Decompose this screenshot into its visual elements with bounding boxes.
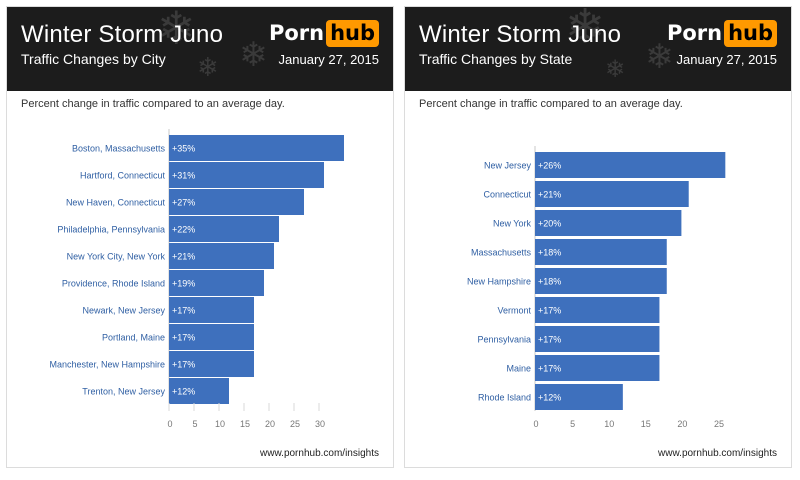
logo-text-right: hub <box>724 19 777 47</box>
bar <box>535 355 660 381</box>
state-bar-chart: New Jersey +26% Connecticut +21% New York +20… <box>467 146 726 429</box>
logo-text-left: Porn <box>666 21 723 45</box>
x-tick-label: 10 <box>215 419 225 429</box>
category-label: Maine <box>506 364 531 374</box>
data-label: +12% <box>172 387 195 397</box>
data-label: +18% <box>538 277 561 287</box>
data-label: +27% <box>172 198 195 208</box>
city-bar-chart: Boston, Massachusetts +35% Hartford, Conne… <box>49 129 344 429</box>
category-label: Philadelphia, Pennsylvania <box>57 225 165 235</box>
x-tick-label: 15 <box>641 419 651 429</box>
data-label: +21% <box>172 252 195 262</box>
category-label: New Haven, Connecticut <box>66 198 166 208</box>
data-label: +17% <box>538 364 561 374</box>
category-label: Hartford, Connecticut <box>80 171 166 181</box>
data-label: +17% <box>538 335 561 345</box>
data-label: +22% <box>172 225 195 235</box>
category-label: Vermont <box>497 306 531 316</box>
bar <box>535 326 660 352</box>
category-label: New York <box>493 219 532 229</box>
data-label: +17% <box>172 360 195 370</box>
data-label: +17% <box>538 306 561 316</box>
data-label: +35% <box>172 144 195 154</box>
bar <box>535 210 682 236</box>
x-tick-label: 0 <box>167 419 172 429</box>
data-label: +31% <box>172 171 195 181</box>
category-label: Portland, Maine <box>102 333 165 343</box>
category-label: Boston, Massachusetts <box>72 144 166 154</box>
x-tick-label: 25 <box>290 419 300 429</box>
snowflake-icon: ❄ <box>197 53 219 83</box>
chart-subtitle: Traffic Changes by State <box>419 51 573 67</box>
category-label: Connecticut <box>483 190 531 200</box>
bar <box>169 270 264 296</box>
category-label: Trenton, New Jersey <box>82 387 165 397</box>
bar <box>535 152 726 178</box>
bar <box>169 297 254 323</box>
header-banner: ❄ ❄ ❄ Winter Storm Juno Traffic Changes … <box>7 7 393 91</box>
state-chart-panel: ❄ ❄ ❄ Winter Storm Juno Traffic Changes … <box>404 6 792 468</box>
data-label: +17% <box>172 306 195 316</box>
x-tick-label: 20 <box>677 419 687 429</box>
category-label: New Jersey <box>484 161 532 171</box>
category-label: Newark, New Jersey <box>82 306 165 316</box>
category-label: Manchester, New Hampshire <box>49 360 165 370</box>
category-label: Rhode Island <box>478 393 531 403</box>
data-label: +18% <box>538 248 561 258</box>
category-label: Pennsylvania <box>477 335 531 345</box>
x-tick-label: 15 <box>240 419 250 429</box>
data-label: +19% <box>172 279 195 289</box>
bar <box>535 268 667 294</box>
bar <box>169 351 254 377</box>
footer-url: www.pornhub.com/insights <box>260 448 379 459</box>
x-tick-label: 5 <box>192 419 197 429</box>
data-label: +17% <box>172 333 195 343</box>
x-tick-label: 30 <box>315 419 325 429</box>
bar <box>169 243 274 269</box>
city-chart-panel: ❄ ❄ ❄ Winter Storm Juno Traffic Changes … <box>6 6 394 468</box>
bar <box>169 324 254 350</box>
category-label: Massachusetts <box>471 248 532 258</box>
x-tick-label: 10 <box>604 419 614 429</box>
snowflake-icon: ❄ <box>239 35 268 75</box>
category-label: New Hampshire <box>467 277 531 287</box>
data-label: +26% <box>538 161 561 171</box>
chart-caption: Percent change in traffic compared to an… <box>21 98 285 110</box>
bar <box>169 378 229 404</box>
snowflake-icon: ❄ <box>645 37 674 77</box>
bar <box>535 181 689 207</box>
pornhub-logo: Porn hub <box>667 19 777 47</box>
chart-date: January 27, 2015 <box>278 52 379 67</box>
bar <box>169 135 344 161</box>
logo-text-left: Porn <box>268 21 325 45</box>
pornhub-logo: Porn hub <box>269 19 379 47</box>
x-tick-label: 0 <box>533 419 538 429</box>
snowflake-icon: ❄ <box>565 7 606 55</box>
footer-url: www.pornhub.com/insights <box>658 448 777 459</box>
category-label: Providence, Rhode Island <box>62 279 165 289</box>
bar <box>169 216 279 242</box>
bar <box>535 297 660 323</box>
x-tick-label: 20 <box>265 419 275 429</box>
bar <box>535 239 667 265</box>
snowflake-icon: ❄ <box>605 55 626 83</box>
x-tick-label: 5 <box>570 419 575 429</box>
data-label: +20% <box>538 219 561 229</box>
chart-caption: Percent change in traffic compared to an… <box>419 98 683 110</box>
header-banner: ❄ ❄ ❄ Winter Storm Juno Traffic Changes … <box>405 7 791 91</box>
category-label: New York City, New York <box>67 252 166 262</box>
logo-text-right: hub <box>326 19 379 47</box>
bar <box>535 384 623 410</box>
data-label: +12% <box>538 393 561 403</box>
x-tick-label: 25 <box>714 419 724 429</box>
bar <box>169 189 304 215</box>
snowflake-icon: ❄ <box>157 7 196 55</box>
chart-title: Winter Storm Juno <box>21 21 224 48</box>
chart-title: Winter Storm Juno <box>419 21 622 48</box>
chart-date: January 27, 2015 <box>676 52 777 67</box>
data-label: +21% <box>538 190 561 200</box>
bar <box>169 162 324 188</box>
chart-subtitle: Traffic Changes by City <box>21 51 166 67</box>
